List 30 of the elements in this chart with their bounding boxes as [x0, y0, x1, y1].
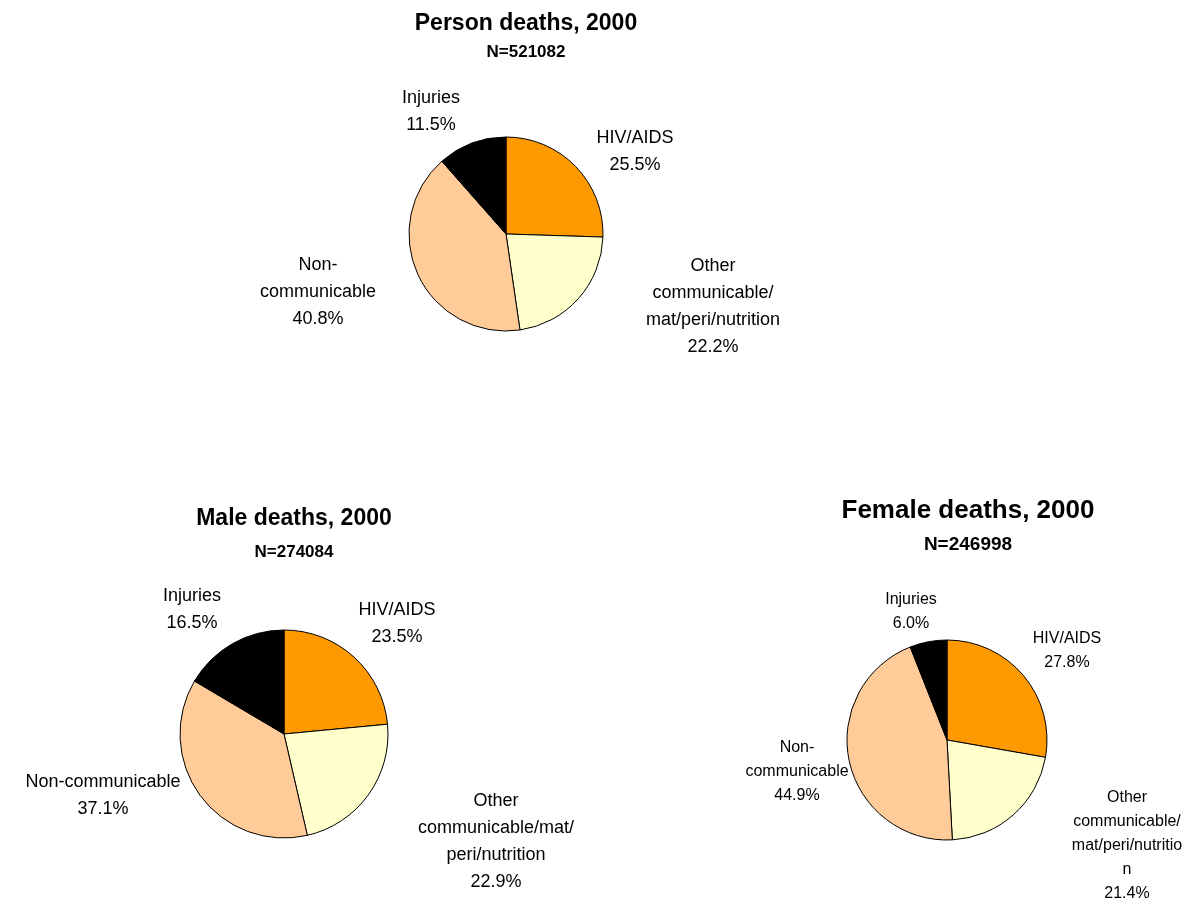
data-label: 21.4%: [1104, 884, 1150, 901]
data-label: 22.9%: [470, 871, 522, 891]
slice-label: Other communicable/mat/peri/nutrition: [645, 255, 781, 329]
data-label: 27.8%: [1044, 653, 1090, 670]
slice-label: HIV/AIDS: [358, 599, 436, 619]
slice-label: Non-communicable: [259, 254, 377, 301]
slice-label: Injuries: [401, 87, 461, 107]
data-label: 16.5%: [166, 612, 218, 632]
slice-label: HIV/AIDS: [1032, 629, 1102, 646]
chart-title: Female deaths, 2000: [841, 494, 1095, 524]
slice-label: HIV/AIDS: [596, 127, 674, 147]
data-label: 6.0%: [892, 614, 930, 631]
chart-title: Male deaths, 2000: [196, 504, 392, 530]
chart-title: Person deaths, 2000: [414, 9, 638, 35]
data-label: 44.9%: [774, 786, 820, 803]
chart-subtitle: N=246998: [923, 533, 1013, 554]
slice-label: Injuries: [162, 585, 222, 605]
slice-label: Other communicable/mat/peri/nutrition: [417, 790, 575, 864]
data-label: 22.2%: [687, 336, 739, 356]
chart-subtitle: N=521082: [486, 42, 566, 61]
chart-subtitle: N=274084: [254, 542, 335, 561]
data-label: 25.5%: [609, 154, 661, 174]
data-label: 11.5%: [406, 114, 456, 134]
slice-label: Non-communicable: [25, 771, 181, 791]
data-label: 40.8%: [292, 308, 344, 328]
slice-label: Non-communicable: [745, 738, 849, 779]
data-label: 37.1%: [77, 798, 129, 818]
slice-label: Injuries: [885, 590, 937, 607]
data-label: 23.5%: [371, 626, 423, 646]
slice-label: Other communicable/mat/peri/nutrition: [1071, 788, 1183, 877]
